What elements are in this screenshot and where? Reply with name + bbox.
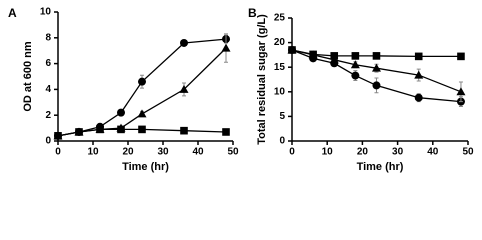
marker [117,108,125,117]
marker [117,125,125,134]
marker [288,46,296,54]
marker [414,70,424,79]
y-tick-label: 4 [45,84,51,95]
y-tick-label: 0 [279,136,285,147]
marker [414,52,423,61]
x-tick-label: 0 [55,147,61,158]
y-tick-label: 5 [279,111,285,122]
x-tick-label: 10 [87,147,99,158]
panel-label: B [248,6,257,20]
marker [180,126,188,135]
y-axis-label: Total residual sugar (g/L) [256,14,268,145]
marker [372,52,381,60]
marker [351,71,360,80]
marker [54,132,62,140]
series-line [57,47,227,137]
x-tick-label: 50 [462,147,474,158]
x-axis-label: Time (hr) [122,161,169,173]
y-tick-label: 20 [274,37,286,48]
panel-label: A [8,6,17,20]
marker [371,63,381,72]
y-axis-label: OD at 600 nm [22,41,34,112]
marker [179,84,189,93]
marker [75,128,83,136]
y-tick-label: 0 [45,136,51,147]
marker [330,52,339,60]
x-tick-label: 50 [227,147,239,158]
marker [96,125,104,134]
marker [351,52,360,60]
x-tick-label: 30 [392,147,404,158]
y-tick-label: 15 [274,62,286,73]
x-tick-label: 20 [122,147,134,158]
marker [414,93,423,102]
x-tick-label: 40 [192,147,204,158]
x-tick-label: 20 [357,147,369,158]
marker [138,125,146,134]
marker [221,43,231,52]
y-tick-label: 10 [40,7,52,18]
marker [222,128,230,136]
marker [309,50,317,59]
x-tick-label: 10 [322,147,334,158]
y-tick-label: 2 [45,110,51,121]
marker [457,52,465,61]
marker [137,109,147,118]
x-tick-label: 0 [289,147,295,158]
y-tick-label: 6 [45,58,51,69]
x-tick-label: 30 [157,147,169,158]
y-tick-label: 10 [274,86,286,97]
x-tick-label: 40 [427,147,439,158]
marker [456,87,466,96]
marker [372,81,381,90]
marker [180,38,188,47]
marker [138,77,146,86]
y-tick-label: 8 [45,32,51,43]
y-tick-label: 25 [274,13,286,24]
marker [350,60,360,69]
x-axis-label: Time (hr) [357,161,404,173]
